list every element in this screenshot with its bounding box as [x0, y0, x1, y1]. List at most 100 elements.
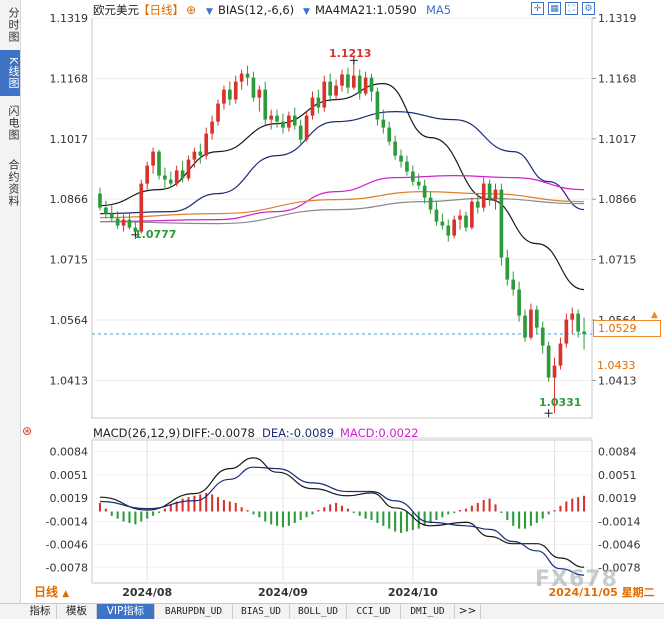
side-tab-contract[interactable]: 合约资料: [7, 159, 20, 207]
candle-body: [239, 73, 244, 82]
candle-body: [346, 74, 350, 88]
candle-body: [310, 97, 315, 116]
tab-cci[interactable]: CCI_UD: [347, 604, 401, 619]
macd-dea-line: [99, 466, 585, 576]
macd-target-icon[interactable]: ⊛: [22, 424, 33, 438]
tab-bias[interactable]: BIAS_UD: [233, 604, 290, 619]
candle-body: [151, 151, 155, 166]
price-tick-right: 1.0413: [598, 374, 637, 387]
ma-line-ma4: [99, 82, 585, 291]
macd-histogram-bar: [382, 511, 385, 526]
side-tab-timeshare[interactable]: 分时图: [7, 7, 20, 43]
tab-dmi[interactable]: DMI_UD: [401, 604, 455, 619]
candle-body: [493, 189, 498, 200]
candle-body: [298, 125, 303, 140]
candle-body: [115, 218, 120, 226]
period-tag: 【日线】: [138, 3, 184, 17]
macd-histogram-bar: [429, 511, 432, 523]
candle-body: [564, 319, 569, 344]
candle-body: [558, 343, 563, 366]
macd-histogram-bar: [270, 511, 273, 525]
price-tick-left: 1.0564: [50, 314, 89, 327]
macd-tick-right: -0.0078: [598, 561, 640, 574]
macd-histogram-bar: [441, 511, 444, 518]
candle-body: [434, 209, 439, 222]
candle-body: [127, 219, 132, 228]
macd-tick-left: 0.0019: [50, 492, 89, 505]
candle-body: [405, 161, 409, 172]
side-tab-kline[interactable]: K线图: [0, 50, 20, 96]
candle-body: [517, 289, 521, 316]
macd-histogram-bar: [553, 510, 556, 512]
macd-tick-left: -0.0046: [46, 538, 88, 551]
macd-tick-left: 0.0051: [50, 469, 89, 482]
macd-histogram-bar: [228, 501, 231, 512]
grid-icon[interactable]: ▦: [548, 2, 561, 15]
macd-histogram-bar: [222, 500, 225, 512]
candle-body: [470, 201, 474, 228]
tab-boll[interactable]: BOLL_UD: [290, 604, 347, 619]
macd-histogram-bar: [181, 498, 184, 512]
macd-histogram-bar: [423, 511, 426, 526]
candle-body: [523, 315, 527, 338]
candle-body: [576, 313, 580, 332]
price-tick-left: 1.1319: [50, 12, 89, 25]
macd-histogram-bar: [163, 508, 166, 512]
macd-histogram-bar: [435, 511, 438, 521]
candle-body: [464, 215, 468, 228]
macd-histogram-bar: [541, 511, 544, 519]
candle-body: [98, 193, 102, 208]
macd-tick-left: -0.0014: [46, 516, 88, 529]
macd-histogram-bar: [518, 511, 521, 529]
add-indicator-icon[interactable]: ⊕: [186, 3, 197, 17]
macd-value-label: MACD:0.0022: [340, 426, 419, 440]
macd-histogram-bar: [98, 502, 101, 512]
macd-panel-frame: [91, 439, 593, 584]
x-axis-label: 2024/10: [388, 586, 438, 599]
bias-dropdown-icon[interactable]: ▼: [206, 7, 213, 17]
macd-histogram-bar: [400, 511, 403, 533]
period-selector-button[interactable]: 日线 ▲: [20, 583, 88, 601]
candle-body: [281, 121, 285, 128]
macd-histogram-bar: [317, 510, 320, 512]
candle-body: [287, 115, 291, 128]
macd-histogram-bar: [459, 510, 462, 512]
macd-histogram-bar: [577, 497, 580, 512]
tab-vip-indicators[interactable]: VIP指标: [97, 604, 155, 619]
macd-histogram-bar: [199, 494, 202, 512]
indicator-tab-bar: 指标 模板 VIP指标 BARUPDN_UD BIAS_UD BOLL_UD C…: [0, 603, 664, 619]
crosshair-icon[interactable]: ✛: [531, 2, 544, 15]
ma-line-ma-o: [99, 190, 585, 219]
macd-histogram-bar: [565, 501, 568, 512]
side-tab-flash[interactable]: 闪电图: [7, 105, 20, 141]
macd-histogram-bar: [523, 511, 527, 529]
symbol-name: 欧元美元: [93, 3, 139, 17]
chart-canvas[interactable]: 1.1319 1.1319 1.1168 1.1168 1.1017 1.1017 1.08…: [0, 0, 664, 603]
macd-histogram-bar: [571, 498, 574, 512]
macd-histogram-bar: [299, 511, 302, 521]
fullscreen-icon[interactable]: ⛶: [565, 2, 578, 15]
tab-barupdn[interactable]: BARUPDN_UD: [155, 604, 233, 619]
macd-histogram-bar: [169, 504, 172, 512]
tab-indicators[interactable]: 指标: [24, 604, 57, 619]
settings-icon[interactable]: ⚙: [582, 2, 595, 15]
macd-tick-right: 0.0019: [598, 492, 637, 505]
ma-dropdown-icon[interactable]: ▼: [303, 7, 310, 17]
macd-histogram-bar: [370, 511, 373, 521]
candle-body: [481, 183, 486, 208]
candle-body: [428, 197, 433, 210]
candle-body: [499, 189, 504, 258]
macd-histogram-bar: [293, 511, 296, 523]
macd-histogram-bar: [364, 511, 367, 519]
candle-body: [446, 225, 451, 236]
side-tab-bar: 分时图 K线图 闪电图 合约资料: [0, 0, 21, 603]
candle-body: [452, 219, 456, 236]
tab-more[interactable]: >>: [455, 604, 481, 619]
candle-body: [163, 175, 167, 180]
candle-body: [174, 170, 179, 184]
tab-templates[interactable]: 模板: [57, 604, 97, 619]
candle-body: [411, 171, 415, 182]
candle-body: [505, 257, 510, 280]
candle-body: [529, 309, 533, 338]
macd-histogram-bar: [329, 504, 332, 512]
